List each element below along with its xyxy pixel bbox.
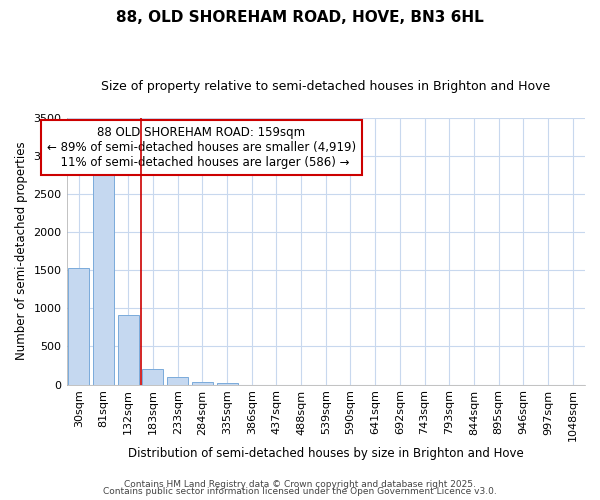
X-axis label: Distribution of semi-detached houses by size in Brighton and Hove: Distribution of semi-detached houses by … bbox=[128, 447, 524, 460]
Text: Contains public sector information licensed under the Open Government Licence v3: Contains public sector information licen… bbox=[103, 487, 497, 496]
Text: 88 OLD SHOREHAM ROAD: 159sqm
← 89% of semi-detached houses are smaller (4,919)
 : 88 OLD SHOREHAM ROAD: 159sqm ← 89% of se… bbox=[47, 126, 356, 169]
Text: Contains HM Land Registry data © Crown copyright and database right 2025.: Contains HM Land Registry data © Crown c… bbox=[124, 480, 476, 489]
Title: Size of property relative to semi-detached houses in Brighton and Hove: Size of property relative to semi-detach… bbox=[101, 80, 550, 93]
Bar bbox=[142, 368, 163, 384]
Bar bbox=[167, 377, 188, 384]
Bar bbox=[118, 315, 139, 384]
Bar bbox=[68, 268, 89, 384]
Y-axis label: Number of semi-detached properties: Number of semi-detached properties bbox=[15, 142, 28, 360]
Bar bbox=[192, 382, 213, 384]
Bar bbox=[93, 172, 114, 384]
Text: 88, OLD SHOREHAM ROAD, HOVE, BN3 6HL: 88, OLD SHOREHAM ROAD, HOVE, BN3 6HL bbox=[116, 10, 484, 25]
